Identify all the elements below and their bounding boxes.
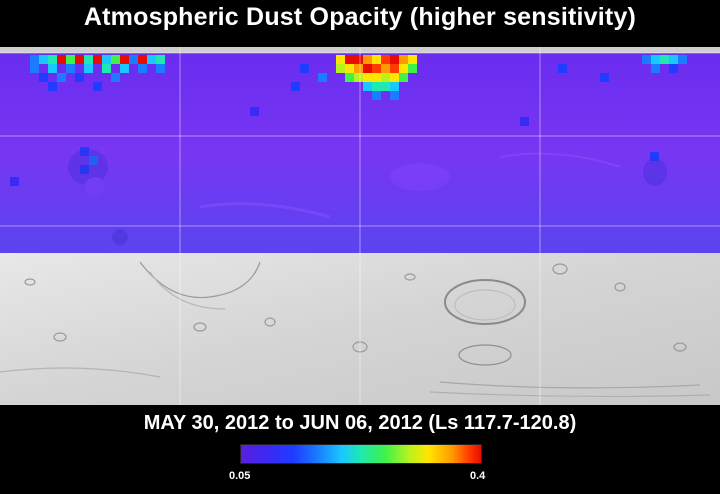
dust-cell-north-central	[291, 82, 300, 91]
dust-cell-north-central	[372, 82, 381, 91]
dust-cell-north-central	[390, 64, 399, 73]
dust-cell-north-central	[372, 64, 381, 73]
dust-cell-northwest	[138, 64, 147, 73]
dust-cells	[10, 55, 687, 186]
dust-overlay	[0, 53, 720, 253]
dust-cell-northeast	[558, 64, 567, 73]
dust-cell-north-central	[408, 64, 417, 73]
dust-cell-north-central	[300, 64, 309, 73]
dust-cell-scattered	[520, 117, 529, 126]
dust-cell-northwest	[84, 64, 93, 73]
dust-cell-northwest	[66, 64, 75, 73]
page-title: Atmospheric Dust Opacity (higher sensiti…	[83, 3, 637, 31]
mars-map	[0, 47, 720, 405]
dust-cell-northwest	[48, 64, 57, 73]
dust-terrain-shading	[68, 149, 667, 245]
dust-cell-northwest	[48, 55, 57, 64]
dust-cell-northwest	[30, 55, 39, 64]
dust-cell-northwest	[111, 73, 120, 82]
dust-cell-northeast	[651, 55, 660, 64]
dust-cell-north-central	[363, 64, 372, 73]
dust-cell-northeast	[651, 64, 660, 73]
dust-cell-north-central	[372, 91, 381, 100]
colorbar-min-label: 0.05	[229, 470, 251, 482]
dust-cell-scattered	[89, 156, 98, 165]
dust-cell-scattered	[250, 107, 259, 116]
dust-cell-north-central	[390, 55, 399, 64]
dust-cell-north-central	[399, 73, 408, 82]
colorbar-max-label: 0.4	[470, 470, 486, 482]
dust-cell-northwest	[102, 64, 111, 73]
dust-cell-northwest	[75, 73, 84, 82]
dust-cell-north-central	[372, 73, 381, 82]
dust-cell-northwest	[129, 55, 138, 64]
dust-cell-north-central	[381, 64, 390, 73]
dust-cell-northwest	[156, 55, 165, 64]
dust-cell-northwest	[102, 55, 111, 64]
dust-cell-north-central	[381, 82, 390, 91]
dust-cell-north-central	[363, 55, 372, 64]
dust-cell-north-central	[336, 64, 345, 73]
colorbar	[240, 444, 482, 464]
dust-cell-scattered	[10, 177, 19, 186]
dust-cell-northwest	[84, 55, 93, 64]
dust-cell-north-central	[408, 55, 417, 64]
dust-cell-north-central	[399, 55, 408, 64]
dust-cell-scattered	[650, 152, 659, 161]
dust-cell-northwest	[120, 64, 129, 73]
dust-cell-north-central	[354, 64, 363, 73]
dust-cell-scattered	[80, 165, 89, 174]
dust-cell-northwest	[120, 55, 129, 64]
date-range-label: MAY 30, 2012 to JUN 06, 2012 (Ls 117.7-1…	[143, 412, 577, 434]
surface-region	[0, 253, 720, 405]
dust-cell-northeast	[660, 55, 669, 64]
dust-cell-northwest	[30, 64, 39, 73]
dust-cell-north-central	[318, 73, 327, 82]
dust-cell-northwest	[93, 82, 102, 91]
dust-cell-north-central	[354, 73, 363, 82]
dust-cell-northwest	[147, 55, 156, 64]
dust-cell-north-central	[345, 55, 354, 64]
surface-features	[0, 261, 711, 398]
polar-strip	[0, 47, 720, 53]
dust-cell-northwest	[48, 82, 57, 91]
dust-cell-northwest	[66, 55, 75, 64]
dust-cell-north-central	[372, 55, 381, 64]
map-grid	[0, 47, 720, 405]
dust-cell-northwest	[156, 64, 165, 73]
dust-cell-northwest	[39, 73, 48, 82]
dust-cell-northwest	[93, 55, 102, 64]
dust-cell-north-central	[345, 64, 354, 73]
dust-cell-northwest	[75, 55, 84, 64]
dust-cell-north-central	[345, 73, 354, 82]
dust-cell-north-central	[363, 82, 372, 91]
dust-cell-north-central	[390, 82, 399, 91]
dust-cell-north-central	[336, 55, 345, 64]
dust-cell-northwest	[138, 55, 147, 64]
dust-cell-northwest	[111, 55, 120, 64]
dust-cell-north-central	[390, 91, 399, 100]
dust-cell-northeast	[642, 55, 651, 64]
dust-cell-northwest	[57, 73, 66, 82]
dust-cell-north-central	[381, 55, 390, 64]
dust-cell-northwest	[39, 55, 48, 64]
dust-cell-northwest	[57, 55, 66, 64]
dust-cell-north-central	[363, 73, 372, 82]
dust-cell-northeast	[669, 55, 678, 64]
dust-cell-north-central	[381, 73, 390, 82]
dust-cell-north-central	[390, 73, 399, 82]
dust-cell-scattered	[80, 147, 89, 156]
dust-cell-northeast	[600, 73, 609, 82]
dust-cell-northeast	[678, 55, 687, 64]
dust-cell-north-central	[399, 64, 408, 73]
dust-cell-northeast	[669, 64, 678, 73]
dust-cell-north-central	[354, 55, 363, 64]
